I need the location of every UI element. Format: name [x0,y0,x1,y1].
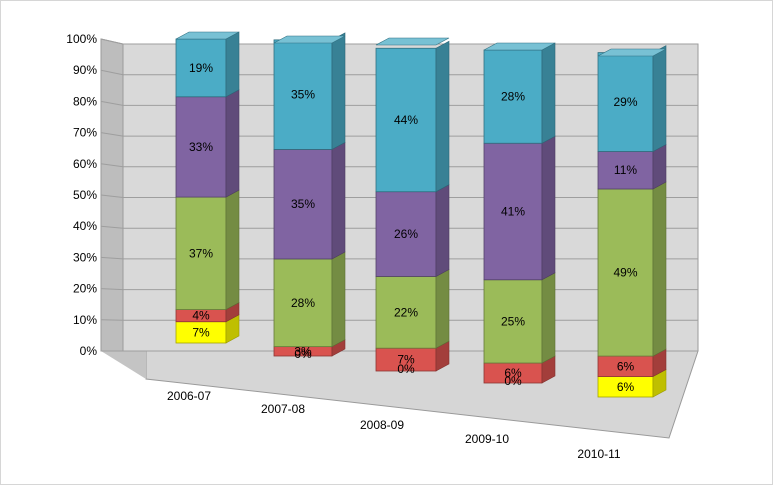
gridline-side [100,100,124,106]
y-tick-label: 0% [80,344,98,358]
data-label: 6% [504,366,522,380]
bar-segment [483,49,543,144]
data-label: 0% [504,374,522,388]
bar-stack-2009-10 [483,42,556,384]
bar-segment-side [541,272,556,364]
data-label: 49% [613,266,637,280]
y-tick-label: 40% [73,219,97,233]
bar-top [175,31,240,40]
bar-segment-side [331,141,346,260]
bar-segment [483,279,543,364]
data-label: 26% [394,227,418,241]
bar-segment [597,52,654,152]
y-tick-label: 90% [73,63,97,77]
y-tick-label: 100% [66,32,97,46]
bar-segment-side [652,143,667,190]
bar-segment-side [541,135,556,281]
bar-segment [375,191,437,277]
data-label: 37% [189,246,213,260]
bar-segment [273,258,333,348]
gridline-side [100,69,124,76]
data-label: 11% [614,163,637,177]
data-label: 41% [501,205,525,219]
bar-segment-side [331,251,346,348]
data-label: 6% [617,359,635,373]
bar-segment-side [541,42,556,144]
bar-segment-side [435,40,450,193]
data-label: 0% [294,347,312,361]
bar-segment [175,38,227,98]
x-tick-label: 2007-08 [261,402,305,416]
data-label: 44% [394,113,418,127]
gridline-side [100,194,124,198]
x-tick-label: 2008-09 [360,418,404,432]
y-tick-label: 20% [73,282,97,296]
bar-segment-side [331,32,346,150]
data-label: 35% [291,197,315,211]
gridline-side [100,132,124,137]
bar-segment-side [435,268,450,349]
bar-segment [273,39,333,150]
x-tick-label: 2010-11 [577,447,620,461]
bar-segment [375,276,437,349]
bar-top [375,37,450,46]
x-tick-label: 2006-07 [167,389,211,403]
data-label: 4% [192,309,210,323]
gridline-side [100,288,124,291]
y-tick-label: 70% [73,126,97,140]
data-label: 35% [291,88,315,102]
x-tick-label: 2009-10 [465,432,509,446]
bar-top [483,42,556,51]
bar-segment [375,47,437,193]
bar-segment-side [225,31,240,98]
data-label: 28% [501,90,525,104]
data-label: 6% [617,380,635,394]
gridline-side [100,38,124,45]
y-tick-label: 60% [73,157,97,171]
data-label: 7% [192,325,210,339]
bar-segment [273,149,333,260]
bar-top [597,48,667,57]
bar-segment-side [225,89,240,198]
bar-segment-side [225,189,240,311]
data-label: 25% [501,314,525,328]
gridline-side [100,163,124,168]
bar-stack-2007-08 [273,32,346,357]
data-label: 7% [397,353,415,367]
y-tick-label: 80% [73,94,97,108]
bar-stack-2010-11 [597,45,667,398]
bar-stack-2008-09 [375,37,450,372]
bar-stack-2006-07 [175,31,240,344]
data-label: 22% [394,305,418,319]
gridline-side [100,225,124,229]
bar-segment-side [652,45,667,152]
y-tick-label: 30% [73,250,97,264]
y-tick-label: 10% [73,313,97,327]
data-label: 0% [397,362,415,376]
gridline-side [100,256,124,260]
bar-segment [175,196,227,310]
bar-segment-side [435,184,450,277]
bar-segment-side [652,181,667,357]
data-label: 29% [613,95,637,109]
y-tick-label: 50% [73,188,97,202]
bar-segment [597,188,654,357]
floor-corner [101,351,146,379]
bar-top [273,35,346,44]
data-label: 33% [189,140,213,154]
data-label: 3% [294,344,312,358]
data-label: 28% [291,296,315,310]
data-label: 19% [189,61,213,75]
gridline-side [100,319,124,321]
